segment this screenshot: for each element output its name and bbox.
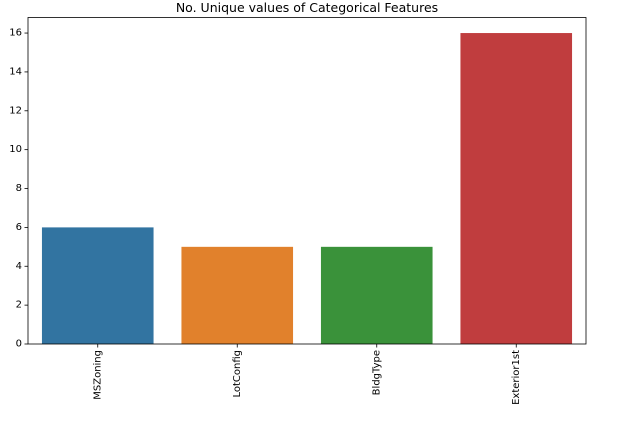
y-tick-label: 12 [9, 105, 22, 116]
bar-mszoning [41, 227, 154, 344]
x-tick-label: LotConfig [232, 350, 243, 398]
y-tick-label: 0 [16, 339, 22, 350]
plot-frame [27, 17, 587, 345]
y-tick-label: 10 [9, 144, 22, 155]
x-tick-label: Exterior1st [511, 350, 522, 405]
bar-bldgtype [320, 246, 433, 344]
x-tick-label: BldgType [371, 350, 382, 395]
y-tick-label: 14 [9, 66, 22, 77]
y-tick-label: 6 [16, 222, 22, 233]
y-tick-label: 2 [16, 300, 22, 311]
y-tick-label: 4 [16, 261, 22, 272]
y-tick-label: 16 [9, 28, 22, 39]
y-tick-label: 8 [16, 183, 22, 194]
bar-exterior1st [460, 33, 573, 345]
x-tick-label: MSZoning [92, 350, 103, 400]
chart-title: No. Unique values of Categorical Feature… [176, 0, 438, 15]
bar-lotconfig [181, 246, 294, 344]
